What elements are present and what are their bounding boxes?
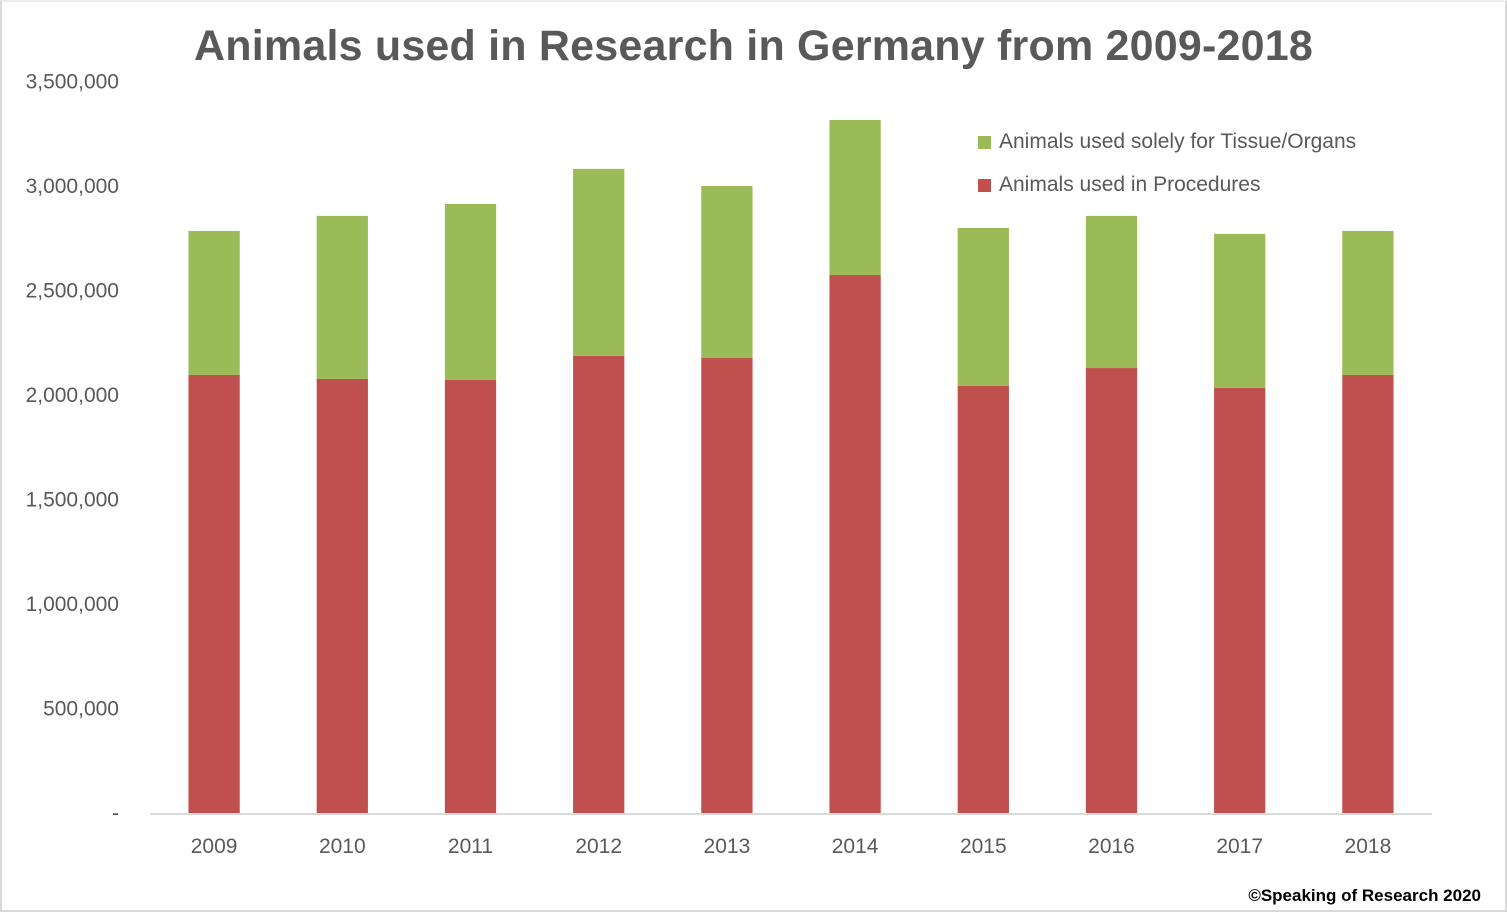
bar-tissue-2015 [957,228,1009,387]
legend-swatch-procedures [978,178,991,192]
legend-item-tissue: Animals used solely for Tissue/Organs [978,127,1356,157]
bar-procedures-2009 [188,374,240,813]
bar-procedures-2010 [316,378,368,813]
y-tick-label: 1,500,000 [26,489,119,512]
x-tick-label: 2011 [448,835,493,858]
bar-procedures-2012 [573,355,625,813]
x-tick-label: 2018 [1345,835,1392,858]
bar-procedures-2018 [1342,374,1394,813]
x-tick-label: 2012 [575,835,622,858]
x-tick-label: 2017 [1216,835,1263,858]
bar-tissue-2017 [1214,233,1266,388]
bar-procedures-2017 [1214,387,1266,813]
bar-procedures-2015 [957,386,1009,813]
x-tick-label: 2009 [191,835,238,858]
bar-tissue-2018 [1342,230,1394,375]
bar-procedures-2011 [444,379,497,813]
bar-procedures-2016 [1085,368,1138,813]
legend-item-procedures: Animals used in Procedures [978,170,1356,200]
bar-tissue-2016 [1085,215,1138,369]
copyright-footer: ©Speaking of Research 2020 [1248,886,1481,905]
bar-tissue-2010 [316,215,368,379]
bar-tissue-2012 [573,168,625,356]
bar-procedures-2013 [701,358,753,813]
y-tick-label: 2,000,000 [26,384,119,407]
legend-label-tissue: Animals used solely for Tissue/Organs [999,130,1357,153]
y-tick-label: 2,500,000 [26,280,119,303]
y-tick-label: 500,000 [43,698,119,721]
x-tick-label: 2015 [960,835,1007,858]
legend: Animals used solely for Tissue/Organs An… [978,127,1356,213]
x-tick-label: 2013 [704,835,751,858]
bar-tissue-2014 [829,119,881,276]
y-tick-label: 3,000,000 [26,175,119,198]
x-tick-label: 2014 [832,835,879,858]
y-tick-label: 3,500,000 [26,71,119,94]
bar-procedures-2014 [829,275,881,813]
legend-label-procedures: Animals used in Procedures [999,173,1261,196]
bar-tissue-2013 [701,186,753,359]
x-tick-label: 2010 [319,835,366,858]
bar-tissue-2009 [188,230,240,375]
chart-title: Animals used in Research in Germany from… [194,22,1313,70]
y-tick-label: 1,000,000 [26,593,119,616]
x-tick-label: 2016 [1088,835,1135,858]
bar-tissue-2011 [444,203,497,380]
legend-swatch-tissue [978,135,991,149]
y-tick-label: - [112,802,119,825]
